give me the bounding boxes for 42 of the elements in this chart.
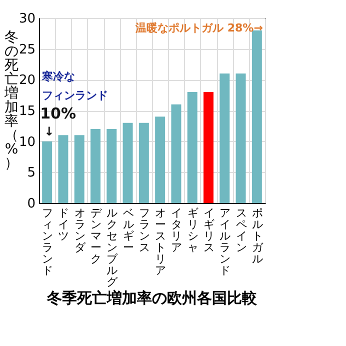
x-tick-label: オランダ [74, 206, 86, 254]
bar [90, 129, 100, 203]
x-tick-label: イタリア [171, 206, 182, 254]
bar [106, 129, 117, 203]
bar [155, 116, 166, 203]
y-tick-label: 0 [27, 196, 36, 212]
y-tick-label: 10 [18, 134, 36, 150]
bar [171, 104, 182, 203]
bar [187, 92, 198, 203]
x-tick-label: アイルランド [220, 206, 231, 277]
x-tick-label: イギリス [204, 206, 214, 254]
x-tick-label: スペイン [236, 206, 247, 254]
bar [252, 30, 262, 203]
bar [74, 135, 84, 203]
bar [122, 122, 133, 203]
x-tick-label: ベルギー [122, 206, 134, 254]
annotation: 10% [40, 104, 76, 122]
x-tick-label: ポルトガル [252, 206, 264, 266]
bar [58, 135, 68, 203]
annotation: 寒冷な [41, 70, 75, 83]
text: 冬季死亡増加率の欧州各国比較 [46, 289, 258, 307]
annotation: 温暖なポルトガル 28%→ [134, 21, 263, 34]
y-tick-label: 15 [18, 104, 36, 119]
x-tick-label: オーストリア [155, 206, 166, 277]
text: 冬の死亡増加率（%） [4, 30, 18, 172]
bar [220, 74, 230, 203]
bar [42, 141, 52, 203]
bar [204, 92, 214, 203]
y-tick-label: 5 [27, 166, 36, 181]
x-tick-label: フランス [138, 206, 150, 254]
annotation: フィンランド [42, 89, 108, 102]
x-tick-label: デンマーク [90, 206, 102, 266]
y-tick-label: 20 [18, 73, 36, 88]
annotation: ↓ [44, 124, 54, 138]
x-tick-label: ドイツ [58, 206, 70, 242]
x-tick-label: フィンランド [42, 206, 54, 277]
bar [236, 74, 246, 203]
bar [138, 122, 149, 203]
x-tick-label: ギリシャ [187, 206, 198, 254]
y-tick-label: 30 [18, 12, 36, 26]
x-tick-label: ルクセンブルグ [106, 206, 119, 288]
y-tick-label: 25 [18, 42, 36, 58]
